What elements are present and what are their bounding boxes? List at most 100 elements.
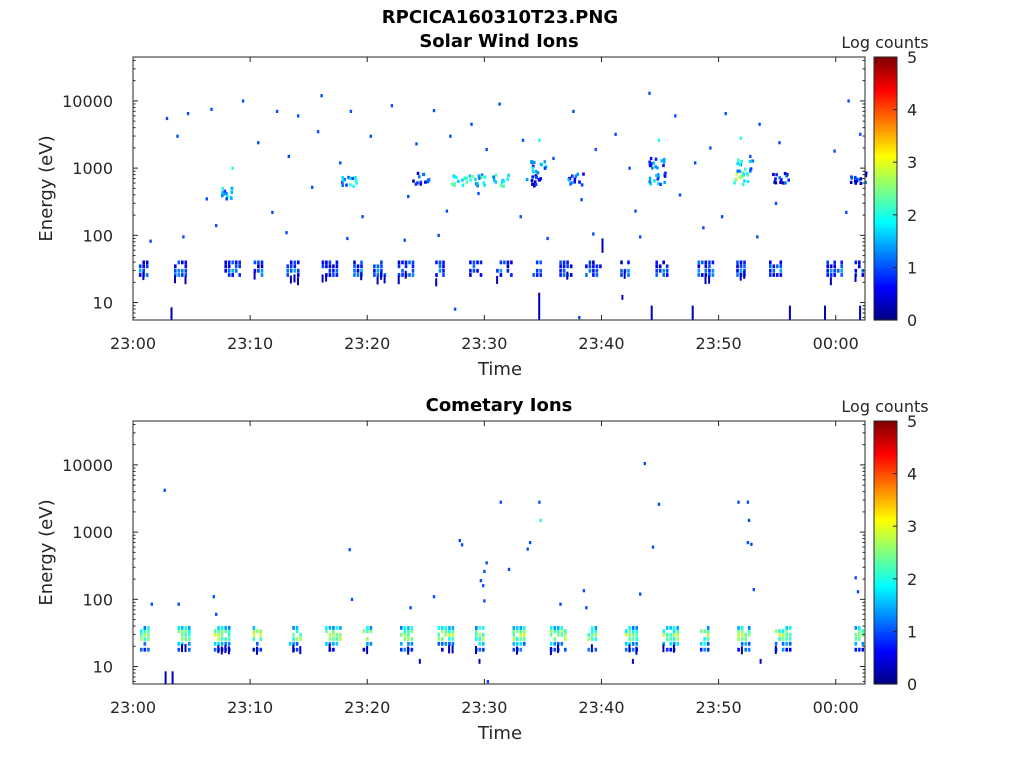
spectrogram-cell: [631, 647, 635, 652]
spectrogram-cell: [142, 264, 145, 269]
sweep-block: [496, 260, 513, 284]
spectrogram-cell: [516, 646, 518, 655]
spectrogram-cell: [422, 172, 426, 176]
spectrogram-cell: [699, 647, 703, 652]
spectrogram-cell: [253, 271, 256, 280]
spectrogram-cell: [569, 182, 572, 186]
spectrogram-cell: [769, 264, 772, 269]
spectrogram-cell: [660, 159, 664, 163]
spectrogram-cell: [703, 637, 706, 641]
colorbar-segment: [874, 520, 897, 525]
spectrogram-cell: [227, 641, 231, 646]
spectrogram-cell: [226, 194, 229, 198]
colorbar-segment: [874, 104, 897, 108]
spectrogram-cell: [482, 637, 485, 641]
sweep-block: [321, 260, 339, 283]
spectrogram-cell: [751, 159, 755, 163]
x-tick-label: 23:00: [110, 334, 156, 353]
spectrogram-cell: [587, 632, 590, 637]
spectrogram-cell: [569, 273, 573, 277]
spectrogram-cell: [469, 260, 472, 265]
spectrogram-cell: [787, 178, 790, 182]
spectrogram-cell: [704, 273, 708, 277]
colorbar-tick-label: 1: [907, 258, 917, 277]
spectrogram-cell: [785, 637, 788, 641]
spectrogram-cell: [437, 637, 441, 641]
colorbar-segment: [874, 573, 897, 577]
colorbar-segment: [874, 64, 897, 69]
spectrogram-cell: [631, 629, 635, 633]
spectrogram-cell: [833, 264, 836, 269]
colorbar-segment: [874, 201, 897, 205]
spectrogram-cell: [772, 264, 776, 269]
colorbar-segment: [874, 130, 897, 134]
spectrogram-cell: [289, 264, 293, 269]
colorbar-segment: [874, 465, 897, 469]
spectrogram-cell: [401, 260, 404, 265]
spectrogram-cell: [231, 260, 234, 265]
spectrogram-cell: [213, 647, 217, 652]
spectrogram-cell: [444, 629, 448, 633]
spectrogram-cell: [826, 268, 829, 273]
spectrogram-cell: [769, 268, 772, 273]
sweep-block: [437, 626, 455, 654]
colorbar-segment: [874, 463, 897, 467]
spectrogram-cell: [432, 109, 436, 113]
x-tick-label: 23:50: [696, 334, 742, 353]
spectrogram-cell: [781, 629, 785, 633]
spectrogram-cell: [665, 268, 669, 273]
spectrogram-cell: [499, 273, 503, 277]
colorbar-segment: [874, 576, 897, 580]
vertical-streaks: [164, 658, 762, 684]
spectrogram-cell: [711, 260, 715, 265]
spectrogram-cell: [506, 268, 510, 273]
spectrogram-cell: [410, 629, 414, 633]
spectrogram-cell: [549, 641, 553, 646]
spectrogram-cell: [299, 632, 302, 637]
colorbar-segment: [874, 254, 897, 258]
spectrogram-cell: [332, 641, 335, 646]
colorbar-segment: [874, 594, 897, 598]
spectrogram-cell: [441, 626, 444, 630]
spectrogram-cell: [140, 647, 143, 652]
spectrogram-cell: [582, 172, 585, 176]
spectrogram-cell: [557, 644, 559, 653]
colorbar-segment: [874, 101, 897, 105]
spectrogram-cell: [532, 273, 535, 277]
spectrogram-cell: [438, 260, 442, 265]
spectrogram-cell: [540, 163, 543, 167]
spectrogram-cell: [737, 158, 740, 162]
spectrogram-cell: [736, 260, 739, 265]
spectrogram-cell: [177, 268, 181, 273]
spectrogram-cell: [461, 183, 465, 187]
spectrogram-cell: [519, 626, 523, 630]
spectrogram-cell: [335, 641, 339, 646]
spectrogram-cell: [736, 273, 739, 277]
spectrogram-cell: [332, 647, 335, 652]
spectrogram-cell: [676, 632, 679, 637]
spectrogram-cell: [411, 268, 415, 273]
spectrogram-cell: [785, 647, 788, 652]
spectrogram-cell: [321, 260, 325, 265]
spectrogram-cell: [383, 273, 387, 277]
spectrogram-cell: [409, 606, 412, 610]
spectrogram-cell: [138, 273, 142, 277]
spectrogram-cell: [292, 637, 295, 641]
spectrogram-cell: [442, 260, 445, 265]
colorbar-segment: [874, 99, 897, 103]
sweep-block: [620, 260, 630, 279]
spectrogram-cell: [184, 264, 188, 269]
spectrogram-cell: [769, 260, 772, 265]
spectrogram-cell: [223, 189, 227, 193]
spectrogram-cell: [559, 273, 562, 277]
spectrogram-cell: [858, 178, 861, 182]
colorbar-segment: [874, 277, 897, 282]
colorbar-segment: [874, 93, 897, 98]
spectrogram-cell: [231, 166, 234, 170]
colorbar-segment: [874, 489, 897, 493]
spectrogram-cell: [184, 644, 187, 652]
sweep-block: [655, 260, 669, 277]
spectrogram-cell: [227, 264, 231, 269]
spectrogram-cell: [482, 181, 486, 185]
spectrogram-cell: [649, 163, 653, 167]
